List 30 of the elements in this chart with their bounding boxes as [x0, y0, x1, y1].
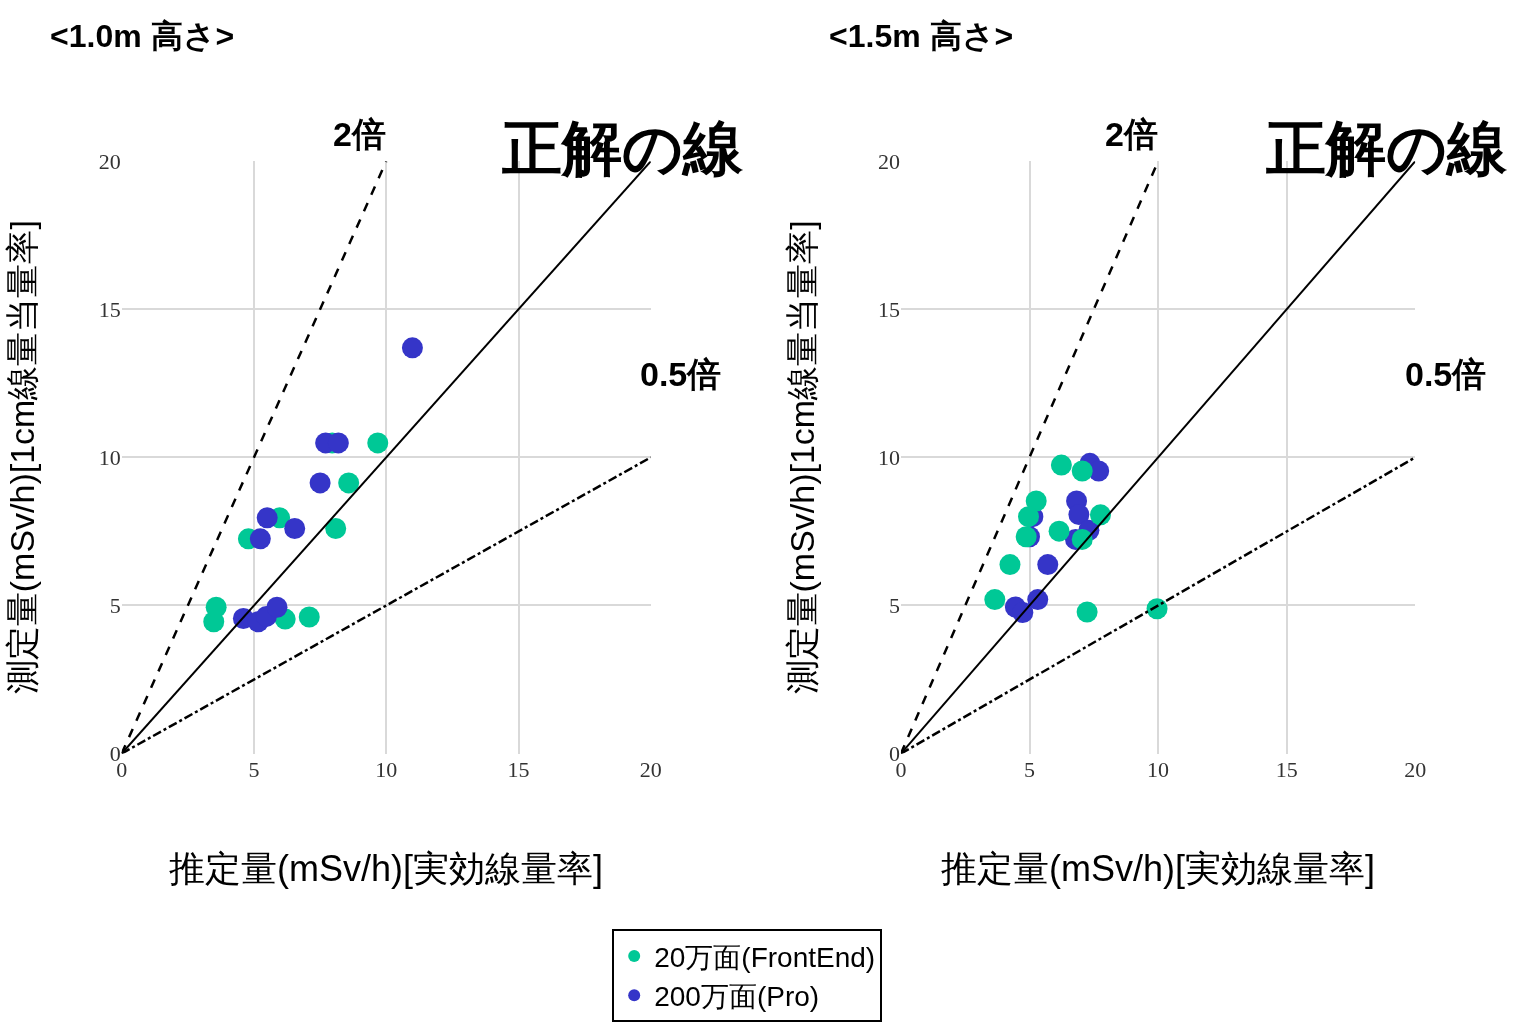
x-tick-label: 20: [639, 756, 662, 782]
y-tick-label: 20: [877, 148, 900, 174]
annotation: 0.5倍: [640, 355, 722, 393]
x-tick-label: 5: [248, 756, 260, 782]
y-axis-title: 測定量(mSv/h)[1cm線量当量率]: [3, 220, 42, 695]
x-tick-label: 10: [1147, 756, 1170, 782]
x-tick-label: 20: [1404, 756, 1427, 782]
chart-title: <1.5m 高さ>: [829, 18, 1014, 54]
y-tick-label: 5: [109, 593, 121, 619]
y-tick-label: 10: [877, 445, 900, 471]
legend-label: 20万面(FrontEnd): [654, 941, 876, 973]
text: 2倍: [1105, 115, 1158, 153]
y-axis-title: 測定量(mSv/h)[1cm線量当量率]: [782, 220, 821, 695]
y-tick-label: 20: [98, 148, 121, 174]
x-tick-label: 15: [507, 756, 530, 782]
annotation: 0.5倍: [1405, 355, 1487, 393]
x-axis-title: 推定量(mSv/h)[実効線量率]: [941, 848, 1376, 889]
y-tick-label: 5: [888, 593, 900, 619]
x-tick-label: 10: [375, 756, 398, 782]
annotation: 正解の線: [1265, 115, 1508, 182]
legend-label: 200万面(Pro): [654, 981, 820, 1013]
y-tick-label: 10: [98, 445, 121, 471]
x-tick-label: 15: [1275, 756, 1298, 782]
chart-title: <1.0m 高さ>: [50, 18, 235, 54]
text: 2倍: [333, 115, 386, 153]
y-tick-label: 15: [98, 297, 121, 323]
annotation: 正解の線: [501, 115, 744, 182]
x-tick-label: 5: [1024, 756, 1036, 782]
x-axis-title: 推定量(mSv/h)[実効線量率]: [169, 848, 604, 889]
y-tick-label: 15: [877, 297, 900, 323]
